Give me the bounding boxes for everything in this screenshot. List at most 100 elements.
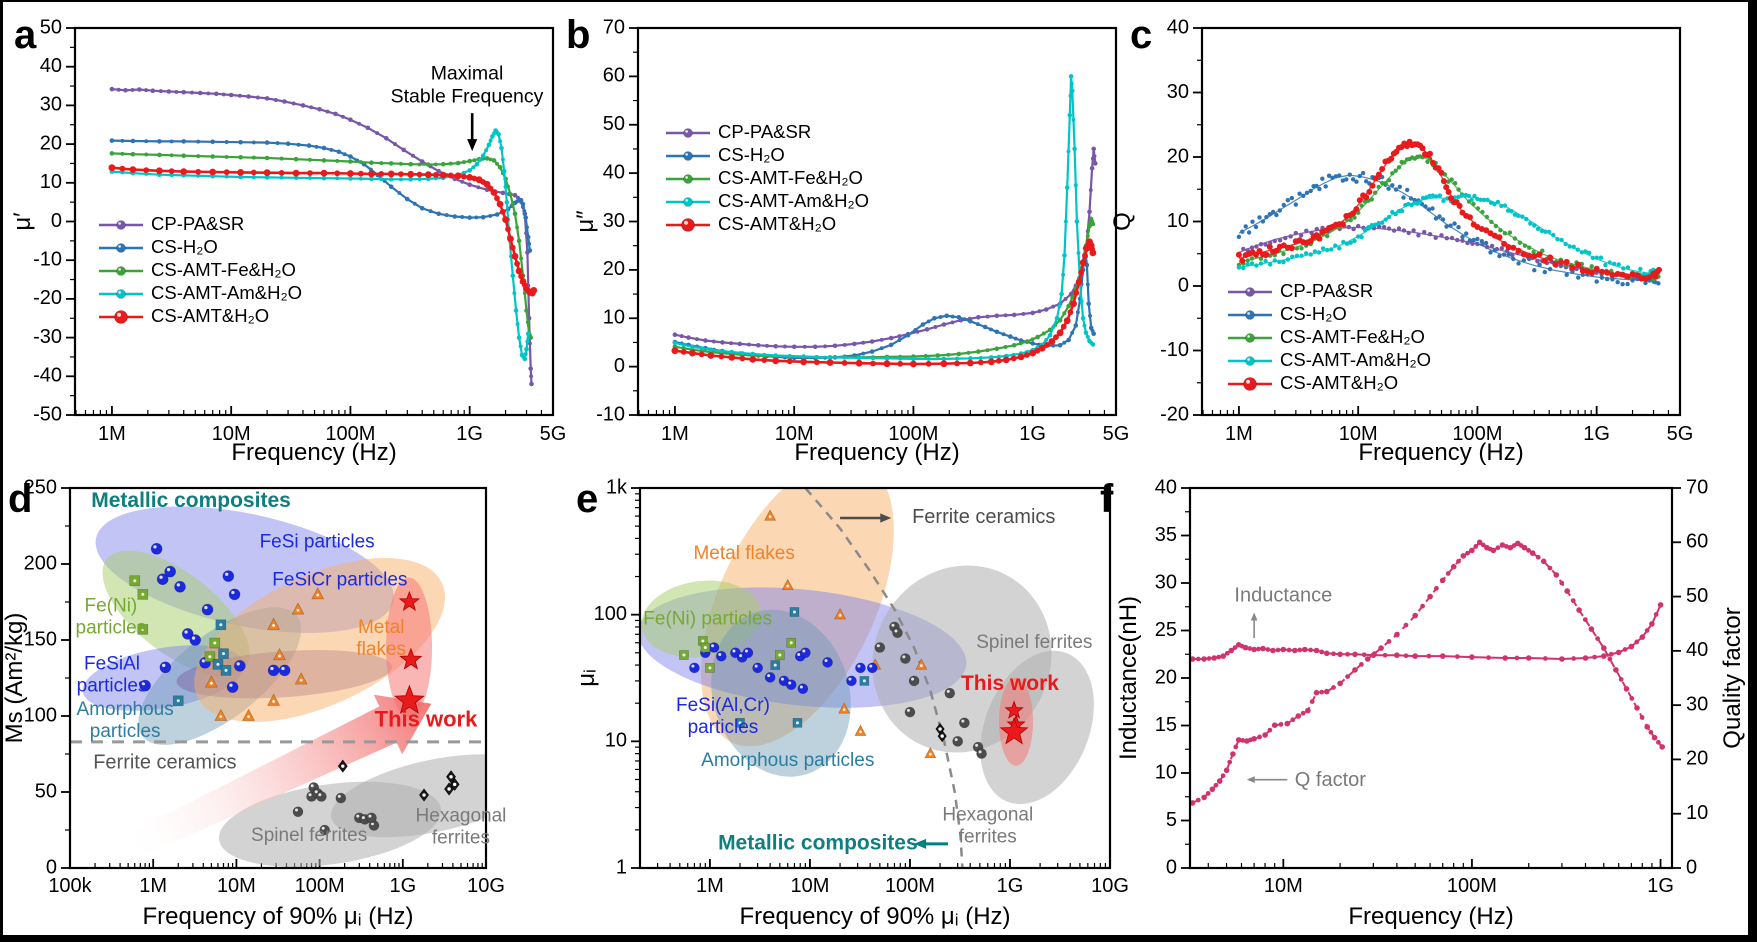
svg-text:30: 30 (1686, 693, 1708, 715)
svg-text:10: 10 (1167, 210, 1189, 232)
svg-text:100: 100 (24, 704, 57, 726)
legend-label: CP-PA&SR (151, 213, 244, 234)
svg-text:30: 30 (40, 94, 62, 116)
panel-f-series-1 (1189, 539, 1665, 806)
svg-text:1M: 1M (98, 423, 126, 445)
panel-c: 1M 10M 100M 1G 5G Frequency (Hz) -20 -10 0 10 20 30… (1109, 13, 1693, 466)
svg-text:5G: 5G (540, 423, 567, 445)
svg-text:Frequency (Hz): Frequency (Hz) (231, 439, 396, 466)
svg-text:Inductance(nH): Inductance(nH) (1115, 596, 1142, 760)
annotation-text: Hexagonal (416, 805, 507, 826)
svg-text:150: 150 (24, 628, 57, 650)
annotation-text: Hexagonal (942, 804, 1033, 825)
svg-text:-30: -30 (33, 326, 62, 348)
legend-label: CS-H₂O (1280, 303, 1347, 324)
annotation-text: Ferrite ceramics (93, 751, 236, 773)
panel-a-series-1 (109, 138, 533, 253)
annotation-text: Fe(Ni) particles (643, 608, 772, 629)
panel-b: 1M 10M 100M 1G 5G Frequency (Hz) -10 0 10 20 30 40 5… (566, 13, 1129, 466)
annotation-text: FeSiCr particles (272, 570, 407, 591)
svg-text:-40: -40 (33, 365, 62, 387)
svg-text:5G: 5G (1103, 423, 1130, 445)
svg-text:20: 20 (1155, 666, 1177, 688)
annotation-text: Stable Frequency (391, 86, 544, 108)
svg-text:70: 70 (1686, 476, 1708, 498)
panel-a-axes: 1M 10M 100M 1G 5G Frequency (Hz) -50 -40 -30 -20 -… (9, 16, 566, 466)
svg-text:-50: -50 (33, 403, 62, 425)
panel-b-series-4 (671, 238, 1097, 368)
svg-text:40: 40 (1686, 639, 1708, 661)
panel-c-axes: 1M 10M 100M 1G 5G Frequency (Hz) -20 -10 0 10 20 30… (1109, 16, 1693, 466)
panel-e-scatter-fesi-al-cr-particles (689, 642, 878, 695)
svg-text:100M: 100M (1452, 423, 1502, 445)
legend-label: CS-H₂O (151, 236, 218, 257)
panel-f-axes: 10M 100M 1G Frequency (Hz) 0 5 10 15 20 25 30 35 40 I… (1115, 476, 1746, 930)
svg-text:50: 50 (1686, 585, 1708, 607)
panel-a-series-4 (108, 164, 538, 297)
svg-text:10M: 10M (212, 423, 251, 445)
svg-text:100M: 100M (1447, 875, 1497, 897)
svg-text:Q: Q (1109, 212, 1136, 231)
annotation-text: Metallic composites (91, 489, 291, 512)
annotation-text: Fe(Ni) (84, 596, 137, 617)
annotation-text: particles (77, 675, 148, 696)
legend-label: CS-H₂O (718, 144, 785, 165)
annotation-text: Metallic composites (718, 831, 918, 854)
panel-f-series-0 (1189, 602, 1664, 662)
svg-text:30: 30 (1155, 571, 1177, 593)
annotation-text: particles (90, 721, 161, 742)
panel-d-scatter-spinel-ferrites (292, 782, 380, 836)
svg-text:10M: 10M (1264, 875, 1303, 897)
svg-text:1G: 1G (389, 875, 416, 897)
panel-d: 100k 1M 10M 100M 1G 10G Frequency of 90% μᵢ (H… (1, 476, 507, 930)
svg-text:50: 50 (35, 780, 57, 802)
svg-text:10G: 10G (467, 875, 505, 897)
svg-text:Frequency (Hz): Frequency (Hz) (1348, 903, 1513, 930)
legend-label: CS-AMT-Fe&H₂O (1280, 326, 1425, 347)
panel-letter-f: f (1100, 477, 1114, 521)
svg-text:μ′: μ′ (9, 212, 36, 231)
svg-text:0: 0 (614, 355, 625, 377)
svg-text:-10: -10 (596, 403, 625, 425)
legend-label: CS-AMT-Fe&H₂O (718, 167, 863, 188)
svg-text:10: 10 (605, 730, 627, 752)
svg-text:Frequency of 90% μᵢ (Hz): Frequency of 90% μᵢ (Hz) (739, 903, 1010, 930)
legend-label: CS-AMT-Fe&H₂O (151, 259, 296, 280)
legend-label: CS-AMT&H₂O (151, 305, 269, 326)
svg-text:30: 30 (603, 210, 625, 232)
panel-d-scatter-fesi-particles (139, 542, 291, 693)
panel-a: 1M 10M 100M 1G 5G Frequency (Hz) -50 -40 -30 -20 -… (9, 13, 566, 466)
svg-text:1: 1 (616, 856, 627, 878)
svg-text:50: 50 (40, 16, 62, 38)
annotation-text: Ferrite ceramics (912, 506, 1055, 528)
panel-a-series-3 (109, 128, 531, 362)
svg-text:100M: 100M (885, 875, 935, 897)
panel-e-scatter-hexagonal-ferrites (935, 723, 947, 743)
annotation-text: Amorphous (77, 699, 174, 720)
svg-text:100k: 100k (48, 875, 92, 897)
svg-text:5: 5 (1166, 809, 1177, 831)
annotation-text: Maximal (431, 63, 504, 85)
legend-label: CS-AMT-Am&H₂O (1280, 349, 1431, 370)
annotation-text: flakes (356, 639, 406, 660)
svg-text:Frequency of 90% μᵢ (Hz): Frequency of 90% μᵢ (Hz) (142, 903, 413, 930)
svg-text:μ″: μ″ (572, 210, 599, 233)
annotation-text: FeSiAl (84, 653, 140, 674)
annotation-text: Spinel ferrites (976, 632, 1092, 653)
svg-text:20: 20 (1686, 748, 1708, 770)
panel-e-scatter-spinel-ferrites (874, 621, 987, 759)
svg-text:10: 10 (1686, 802, 1708, 824)
annotation-text: particles (688, 717, 759, 738)
panel-b-legend: CP-PA&SRCS-H₂OCS-AMT-Fe&H₂OCS-AMT-Am&H₂O… (666, 121, 869, 234)
svg-text:100M: 100M (295, 875, 345, 897)
svg-text:Frequency (Hz): Frequency (Hz) (1358, 439, 1523, 466)
svg-text:10M: 10M (217, 875, 256, 897)
panel-a-legend: CP-PA&SRCS-H₂OCS-AMT-Fe&H₂OCS-AMT-Am&H₂O… (99, 213, 302, 326)
svg-text:Quality factor: Quality factor (1719, 607, 1746, 748)
svg-text:-10: -10 (1160, 339, 1189, 361)
panel-letter-c: c (1130, 13, 1152, 57)
svg-text:Ms (Am²/kg): Ms (Am²/kg) (1, 613, 28, 744)
svg-text:1M: 1M (139, 875, 167, 897)
panel-d-scatter-metal-flakes (204, 587, 325, 721)
